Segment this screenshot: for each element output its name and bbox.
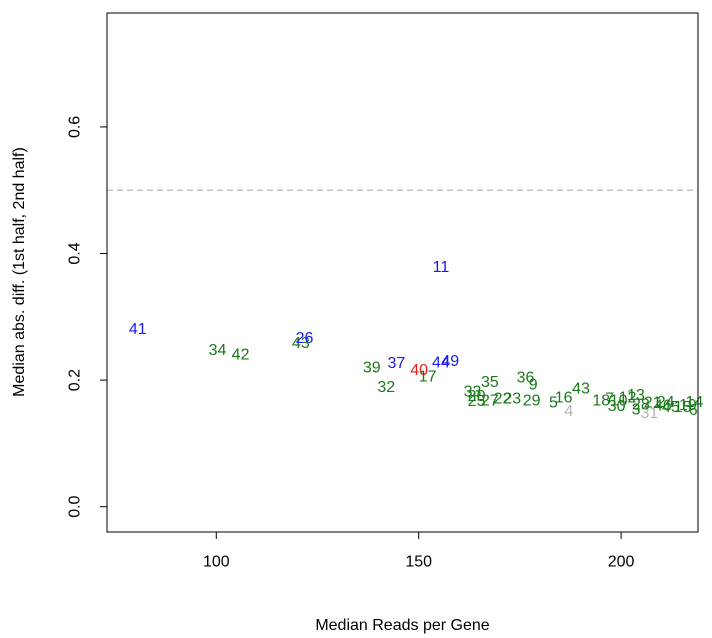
- point-label: 35: [481, 374, 499, 391]
- point-label: 7: [605, 391, 614, 408]
- point-label: 49: [441, 353, 459, 370]
- point-label: 5: [549, 394, 558, 411]
- point-label: 6: [689, 402, 698, 419]
- point-label: 14: [685, 394, 703, 411]
- y-tick-label: 0.4: [67, 242, 84, 264]
- point-label: 33: [464, 384, 482, 401]
- point-label: 19: [679, 397, 697, 414]
- point-label: 39: [363, 360, 381, 377]
- point-label: 45: [662, 399, 680, 416]
- point-label: 34: [209, 342, 227, 359]
- point-label: 10: [610, 392, 628, 409]
- point-label: 4: [564, 403, 573, 420]
- point-label: 36: [517, 370, 535, 387]
- point-label: 46: [654, 398, 672, 415]
- point-label: 9: [529, 377, 538, 394]
- point-label: 29: [523, 392, 541, 409]
- x-axis: 100 150 200: [203, 531, 635, 571]
- point-label: 30: [608, 398, 626, 415]
- point-label: 41: [129, 321, 147, 338]
- point-label: 25: [468, 393, 486, 410]
- point-label: 13: [627, 387, 645, 404]
- point-label: 18: [592, 392, 610, 409]
- point-label: 17: [419, 368, 437, 385]
- y-axis-label: Median abs. diff. (1st half, 2nd half): [11, 147, 28, 397]
- point-label: 22: [494, 391, 512, 408]
- point-label: 16: [555, 389, 573, 406]
- point-label: 3: [632, 401, 641, 418]
- point-label: 43: [572, 380, 590, 397]
- point-label: 44: [432, 355, 450, 372]
- point-label: 23: [503, 391, 521, 408]
- point-label: 12: [619, 389, 637, 406]
- point-label: 31: [641, 405, 659, 422]
- point-label: 40: [410, 362, 428, 379]
- point-label: 20: [468, 388, 486, 405]
- y-tick-label: 0.2: [67, 369, 84, 391]
- point-label: 37: [388, 355, 406, 372]
- point-label: 24: [657, 394, 675, 411]
- point-label: 21: [644, 394, 662, 411]
- plot-frame: [106, 12, 699, 533]
- x-tick-label: 100: [203, 554, 230, 571]
- point-label: 28: [632, 396, 650, 413]
- point-label: 32: [377, 379, 395, 396]
- point-label: 15: [674, 399, 692, 416]
- y-tick-label: 0.0: [67, 495, 84, 517]
- x-tick-label: 200: [608, 554, 635, 571]
- point-label: 27: [481, 392, 499, 409]
- point-label: 42: [232, 346, 250, 363]
- point-label: 26: [296, 330, 314, 347]
- point-label: 11: [433, 259, 450, 276]
- y-axis: 0.0 0.2 0.4 0.6: [67, 116, 108, 518]
- y-tick-label: 0.6: [67, 116, 84, 138]
- point-label: 43: [292, 335, 310, 352]
- x-tick-label: 150: [405, 554, 432, 571]
- x-axis-label: Median Reads per Gene: [315, 617, 489, 634]
